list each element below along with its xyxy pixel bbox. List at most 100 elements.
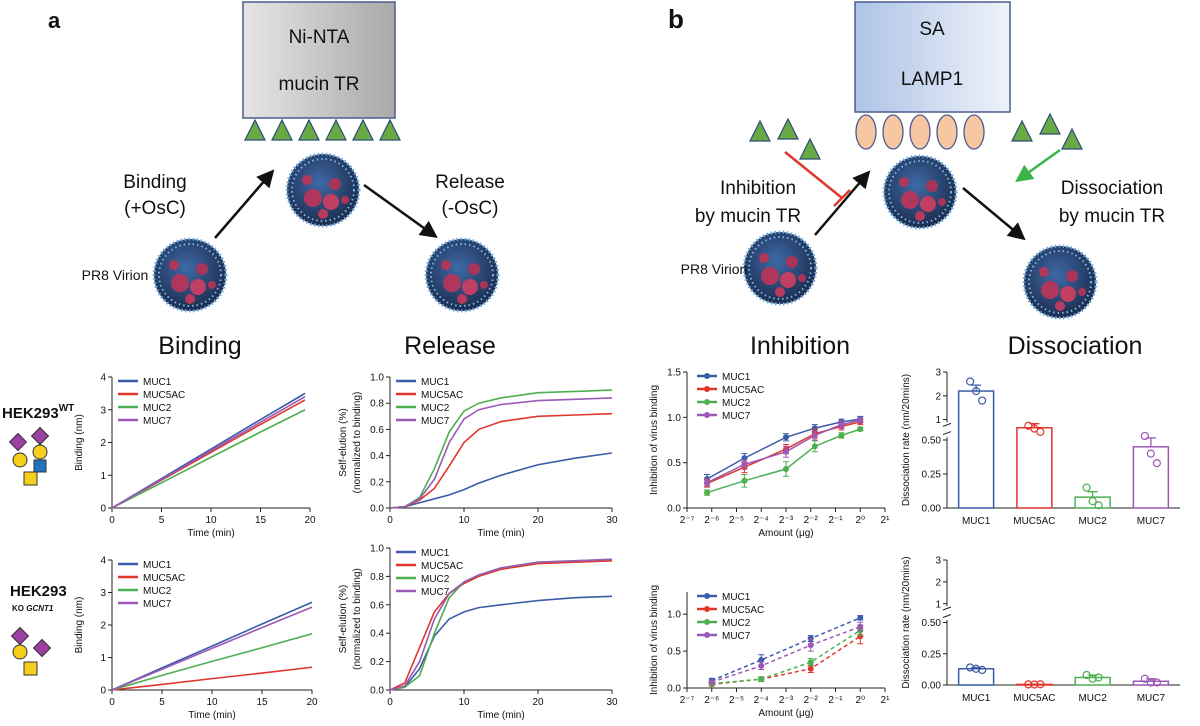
x-tick-label: 2⁻⁵ bbox=[729, 695, 744, 706]
legend-marker bbox=[704, 632, 710, 638]
inhibit-line bbox=[784, 151, 843, 199]
x-tick-label: MUC5AC bbox=[1013, 516, 1055, 527]
fit-line bbox=[711, 626, 861, 683]
point bbox=[1082, 670, 1091, 680]
bar bbox=[1074, 496, 1111, 509]
x-tick-label: 2¹ bbox=[881, 695, 891, 706]
x-tick-label: MUC2 bbox=[1078, 516, 1107, 527]
y-tick-label: 3 bbox=[100, 588, 106, 599]
box bbox=[242, 1, 396, 119]
y-axis-label: Binding (nm) bbox=[74, 597, 85, 654]
legend-marker bbox=[704, 606, 710, 612]
panel-letter: a bbox=[48, 8, 61, 33]
y-tick-label: 0.25 bbox=[922, 470, 942, 481]
fit-line bbox=[711, 635, 861, 686]
fit-line bbox=[706, 419, 861, 484]
point bbox=[972, 664, 981, 673]
y-tick-label: 0.8 bbox=[370, 399, 384, 410]
point bbox=[1024, 680, 1033, 689]
x-tick-label: MUC7 bbox=[1137, 693, 1166, 704]
chart: 0 1 2 3 4 0 5 10 15 20 Time (min) Binding (nm) MUC1 M… bbox=[74, 556, 318, 722]
y-axis-label: (normalized to binding) bbox=[352, 568, 363, 670]
y-tick-label: 0.4 bbox=[370, 451, 384, 462]
legend-label: MUC7 bbox=[421, 416, 450, 427]
point bbox=[1088, 497, 1097, 506]
chart: 0.0 0.5 1.0 2⁻⁷ 2⁻⁶ 2⁻⁵ 2⁻⁴ 2⁻³ 2⁻² 2⁻¹ 2⁰ 2¹ Amount… bbox=[649, 585, 890, 719]
point bbox=[972, 386, 981, 396]
legend-label: MUC7 bbox=[421, 587, 450, 598]
point bbox=[708, 679, 715, 686]
point bbox=[1030, 680, 1039, 689]
x-tick-label: 20 bbox=[306, 697, 318, 708]
point bbox=[857, 426, 864, 433]
point bbox=[807, 642, 814, 649]
step-label: (-OsC) bbox=[442, 198, 499, 219]
glycan-icon bbox=[10, 626, 52, 676]
series-line bbox=[389, 558, 613, 691]
bar bbox=[1016, 427, 1053, 509]
step-label: by mucin TR bbox=[695, 206, 801, 227]
x-tick-label: 5 bbox=[159, 697, 165, 708]
section-title: Dissociation bbox=[1008, 332, 1143, 360]
box-label: LAMP1 bbox=[901, 69, 963, 90]
chart: 0 1 2 3 4 0 5 10 15 20 Time (min) Binding (nm) MUC1 M… bbox=[74, 373, 316, 540]
x-tick-label: 10 bbox=[205, 515, 217, 526]
x-tick-label: 30 bbox=[606, 697, 618, 708]
legend-label: MUC1 bbox=[722, 372, 751, 383]
legend-label: MUC1 bbox=[143, 560, 172, 571]
x-axis-label: Time (min) bbox=[477, 528, 524, 539]
y-tick-label: 3 bbox=[935, 556, 941, 567]
legend-label: MUC5AC bbox=[722, 385, 764, 396]
point bbox=[1036, 680, 1045, 689]
legend-label: MUC1 bbox=[722, 592, 751, 603]
point bbox=[741, 477, 748, 484]
y-tick-label: 0.5 bbox=[667, 647, 681, 658]
point bbox=[1088, 674, 1097, 683]
diagram-a: a Ni-NTA mucin TR Binding (+OsC) Release… bbox=[48, 1, 505, 313]
row-label: HEK293 bbox=[10, 583, 67, 600]
virion bbox=[742, 230, 818, 306]
point bbox=[704, 479, 711, 486]
fit-line bbox=[706, 428, 861, 494]
point bbox=[758, 662, 765, 669]
y-tick-label: 0.00 bbox=[922, 681, 942, 692]
x-tick-label: 0 bbox=[109, 697, 115, 708]
mucin-group bbox=[1011, 113, 1083, 150]
y-tick-label: 1.0 bbox=[667, 610, 681, 621]
arrow bbox=[363, 183, 438, 239]
arrow bbox=[814, 170, 871, 236]
genotype: KO bbox=[12, 604, 24, 613]
x-tick-label: 2⁻⁴ bbox=[754, 695, 769, 706]
legend-label: MUC2 bbox=[421, 574, 450, 585]
x-tick-label: 30 bbox=[606, 515, 618, 526]
point bbox=[1146, 449, 1155, 458]
x-tick-label: 2⁻² bbox=[804, 695, 819, 706]
legend-marker bbox=[704, 373, 710, 379]
point bbox=[807, 635, 814, 642]
diagram-b: b SA LAMP1 Inhibition by mucin TR Dissoc… bbox=[668, 1, 1165, 320]
virion bbox=[1022, 244, 1098, 320]
point bbox=[857, 623, 864, 630]
point bbox=[978, 665, 987, 675]
legend-marker bbox=[704, 412, 710, 418]
legend-label: MUC7 bbox=[722, 411, 751, 422]
x-axis-label: Time (min) bbox=[188, 710, 235, 721]
y-tick-label: 0.6 bbox=[370, 425, 384, 436]
series-line bbox=[111, 601, 313, 691]
point bbox=[1030, 424, 1039, 433]
x-axis-label: Amount (μg) bbox=[758, 528, 813, 539]
point bbox=[1094, 501, 1103, 510]
legend-label: MUC2 bbox=[143, 403, 172, 414]
x-tick-label: 2⁻⁵ bbox=[729, 515, 744, 526]
y-axis-label: (normalized to binding) bbox=[352, 392, 363, 494]
y-tick-label: 2 bbox=[100, 438, 106, 449]
y-tick-label: 0.0 bbox=[667, 684, 681, 695]
x-tick-label: 2⁻⁶ bbox=[704, 515, 719, 526]
x-tick-label: 0 bbox=[109, 515, 115, 526]
box bbox=[854, 1, 1011, 113]
series-line bbox=[389, 595, 613, 691]
y-tick-label: 1 bbox=[935, 599, 941, 610]
legend-label: MUC2 bbox=[143, 586, 172, 597]
x-tick-label: 10 bbox=[458, 515, 470, 526]
y-tick-label: 0.2 bbox=[370, 657, 384, 668]
